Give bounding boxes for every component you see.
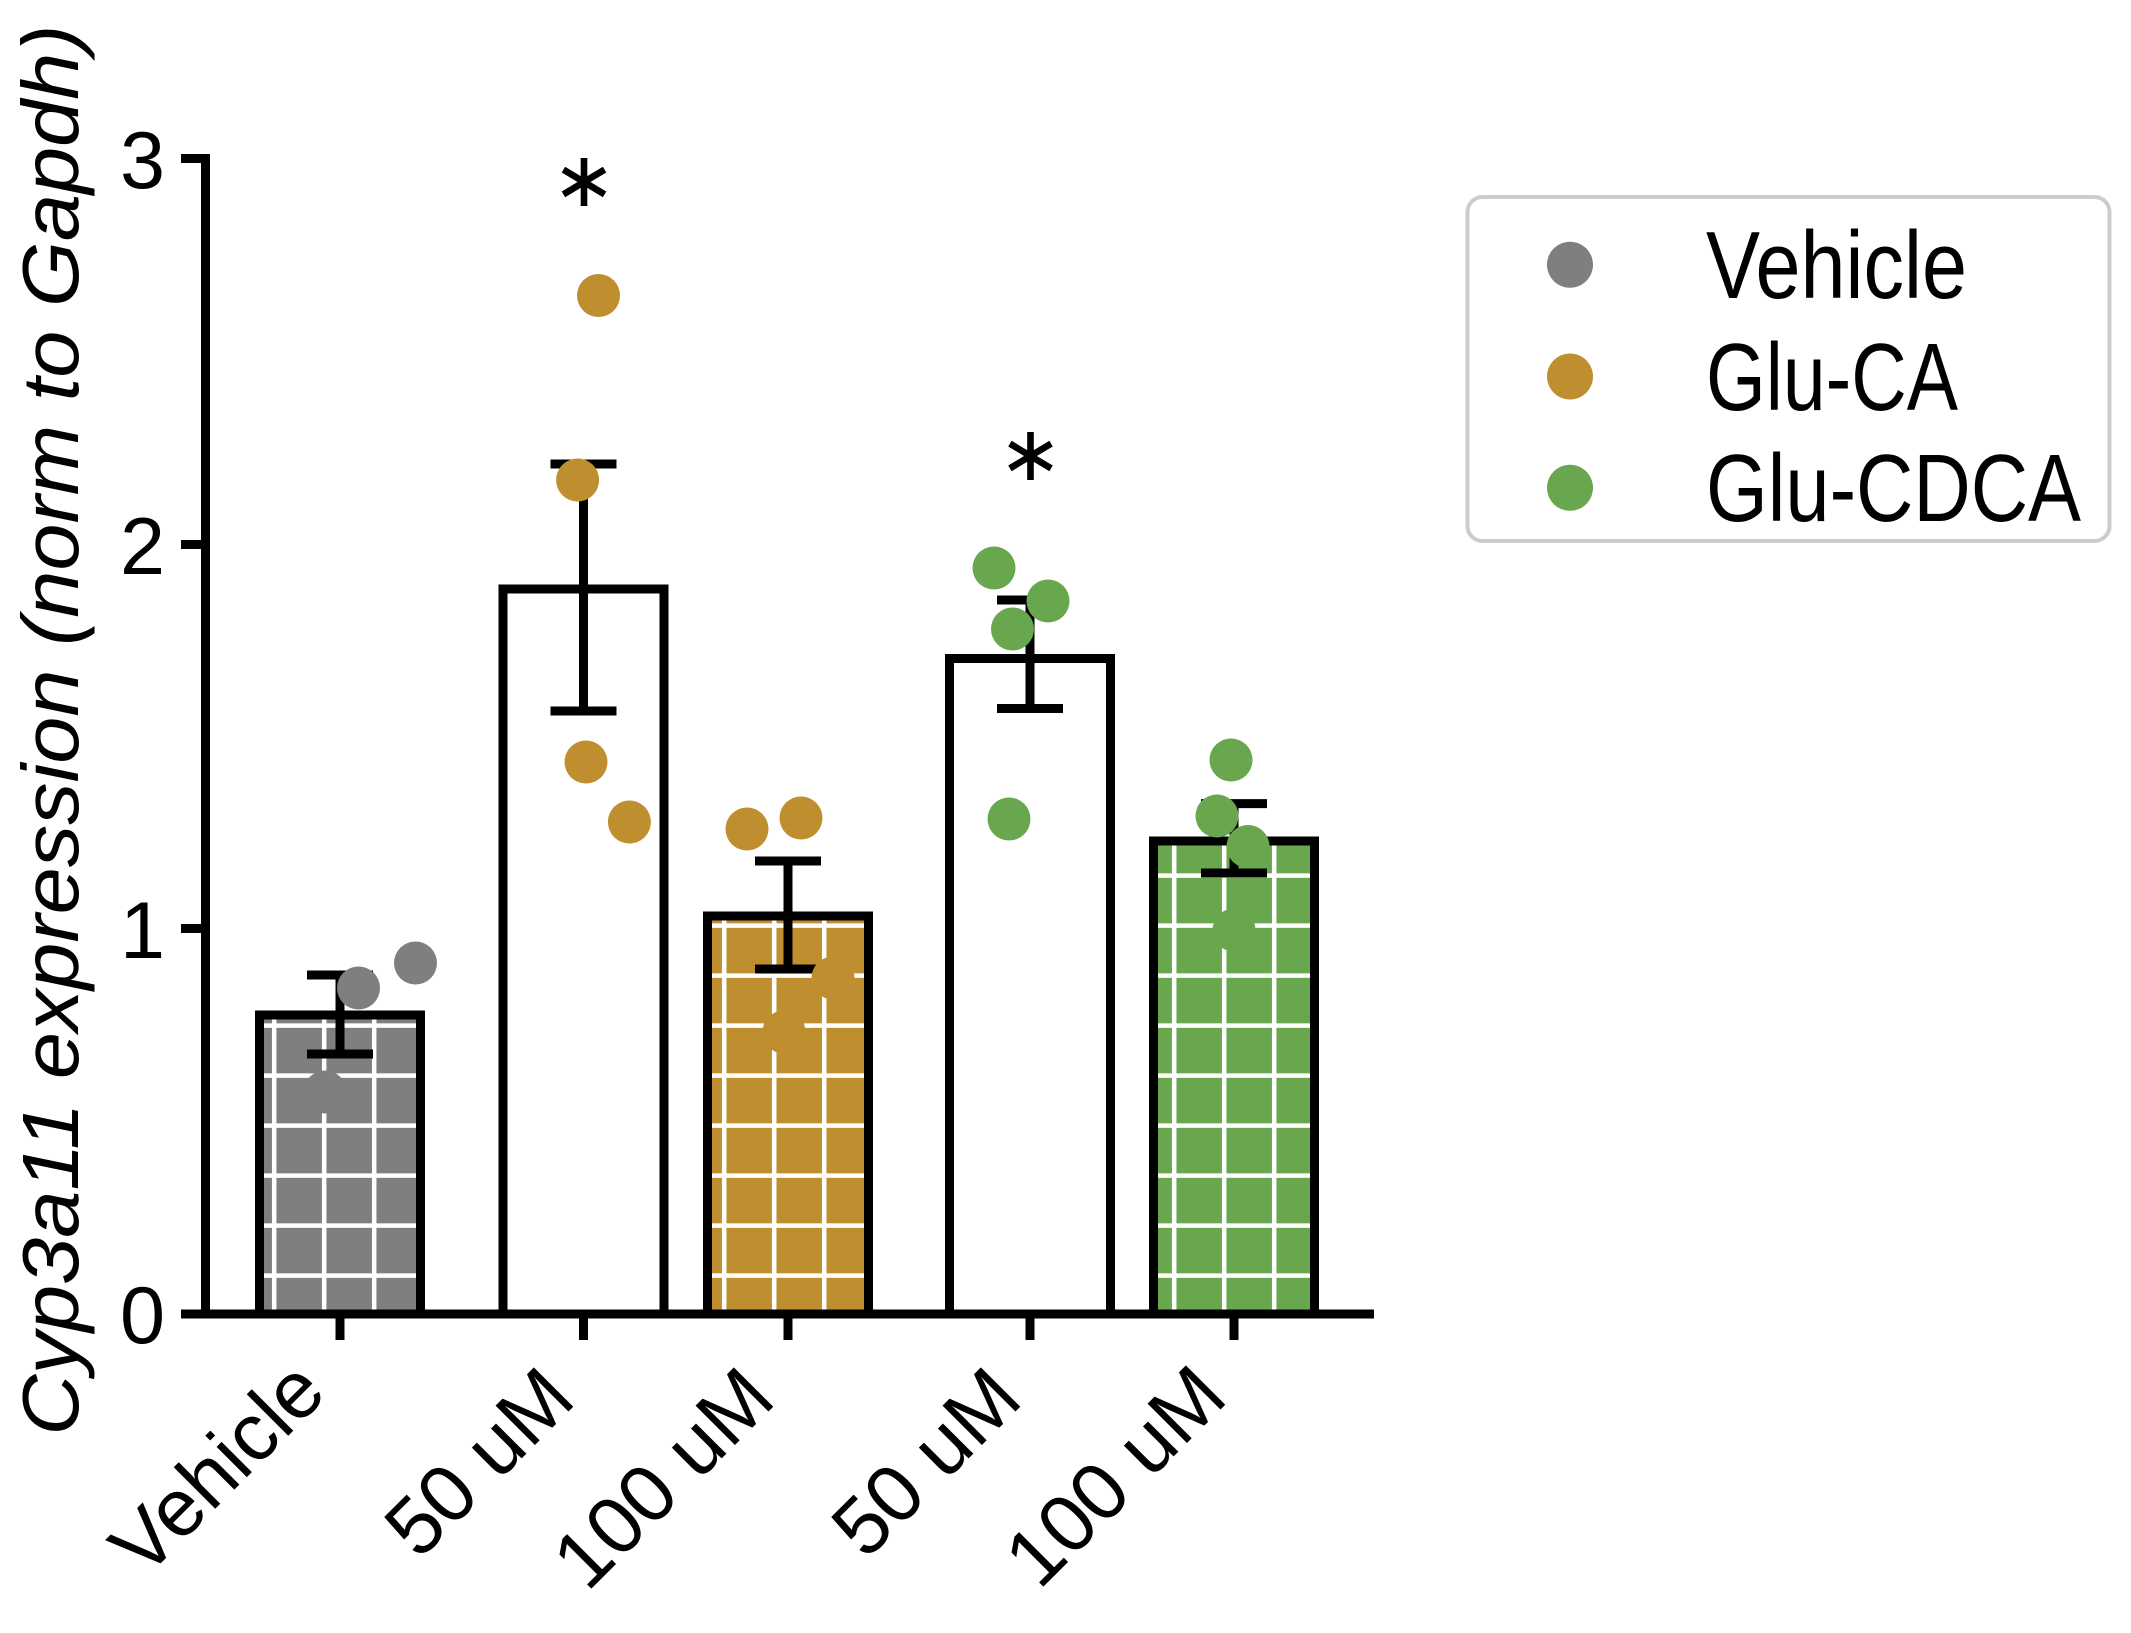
svg-text:100 uM: 100 uM	[536, 1351, 791, 1606]
svg-text:Cyp3a11 expression (norm to Ga: Cyp3a11 expression (norm to Gapdh)	[6, 25, 95, 1436]
svg-text:0: 0	[120, 1271, 165, 1361]
svg-text:1: 1	[120, 886, 165, 976]
svg-text:Glu-CA: Glu-CA	[1706, 324, 1958, 431]
svg-text:2: 2	[120, 502, 165, 592]
svg-text:100 uM: 100 uM	[988, 1349, 1243, 1604]
svg-text:Vehicle: Vehicle	[1706, 212, 1967, 319]
svg-text:Glu-CDCA: Glu-CDCA	[1706, 435, 2081, 542]
svg-text:Vehicle: Vehicle	[93, 1344, 341, 1592]
svg-text:3: 3	[120, 116, 165, 206]
